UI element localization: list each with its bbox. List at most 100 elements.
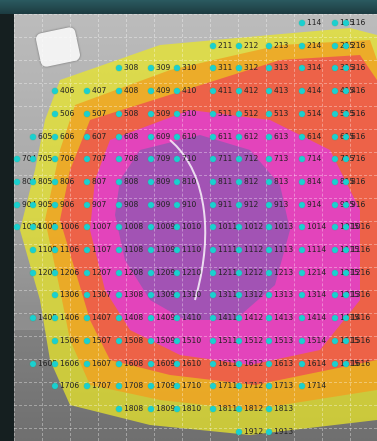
measurement-point[interactable]: 409 (148, 86, 170, 95)
measurement-point[interactable]: 516 (343, 109, 365, 118)
measurement-point[interactable]: 1608 (116, 359, 143, 368)
measurement-point[interactable]: 907 (84, 200, 106, 209)
measurement-point[interactable]: 310 (174, 63, 196, 72)
measurement-point[interactable]: 1711 (210, 381, 237, 390)
measurement-point[interactable]: 1509 (148, 336, 175, 345)
measurement-point[interactable]: 1014 (299, 222, 326, 231)
measurement-point[interactable]: 1409 (148, 313, 175, 322)
measurement-point[interactable]: 913 (266, 200, 288, 209)
measurement-point[interactable]: 1616 (343, 359, 370, 368)
measurement-point[interactable]: 1414 (299, 313, 326, 322)
measurement-point[interactable]: 410 (174, 86, 196, 95)
measurement-point[interactable]: 912 (236, 200, 258, 209)
measurement-point[interactable]: 510 (174, 109, 196, 118)
measurement-point[interactable]: 608 (116, 132, 138, 141)
measurement-point[interactable]: 910 (174, 200, 196, 209)
measurement-point[interactable]: 212 (236, 41, 258, 50)
measurement-point[interactable]: 1312 (236, 290, 263, 299)
measurement-point[interactable]: 605 (30, 132, 52, 141)
measurement-point[interactable]: 1012 (236, 222, 263, 231)
measurement-point[interactable]: 1809 (148, 404, 175, 413)
measurement-point[interactable]: 1813 (266, 404, 293, 413)
measurement-point[interactable]: 708 (116, 154, 138, 163)
measurement-point[interactable]: 1610 (174, 359, 201, 368)
measurement-point[interactable]: 909 (148, 200, 170, 209)
measurement-point[interactable]: 1310 (174, 290, 201, 299)
measurement-point[interactable]: 1115 (332, 245, 359, 254)
measurement-point[interactable]: 406 (52, 86, 74, 95)
measurement-point[interactable]: 1609 (148, 359, 175, 368)
measurement-point[interactable]: 1415 (332, 313, 359, 322)
measurement-point[interactable]: 1810 (174, 404, 201, 413)
measurement-point[interactable]: 1410 (174, 313, 201, 322)
measurement-point[interactable]: 1206 (52, 268, 79, 277)
measurement-point[interactable]: 1011 (210, 222, 237, 231)
measurement-point[interactable]: 1405 (30, 313, 57, 322)
measurement-point[interactable]: 1009 (148, 222, 175, 231)
measurement-point[interactable]: 616 (343, 132, 365, 141)
measurement-point[interactable]: 1615 (332, 359, 359, 368)
measurement-point[interactable]: 211 (210, 41, 232, 50)
measurement-point[interactable]: 1111 (210, 245, 237, 254)
measurement-point[interactable]: 1213 (266, 268, 293, 277)
measurement-point[interactable]: 1516 (343, 336, 370, 345)
measurement-point[interactable]: 1416 (343, 313, 370, 322)
measurement-point[interactable]: 309 (148, 63, 170, 72)
measurement-point[interactable]: 1512 (236, 336, 263, 345)
measurement-point[interactable]: 1308 (116, 290, 143, 299)
measurement-point[interactable]: 713 (266, 154, 288, 163)
measurement-point[interactable]: 1507 (84, 336, 111, 345)
measurement-point[interactable]: 1309 (148, 290, 175, 299)
measurement-point[interactable]: 412 (236, 86, 258, 95)
measurement-point[interactable]: 1808 (116, 404, 143, 413)
measurement-point[interactable]: 710 (174, 154, 196, 163)
measurement-point[interactable]: 811 (210, 177, 232, 186)
measurement-point[interactable]: 1315 (332, 290, 359, 299)
measurement-point[interactable]: 407 (84, 86, 106, 95)
measurement-point[interactable]: 1007 (84, 222, 111, 231)
measurement-point[interactable]: 1015 (332, 222, 359, 231)
measurement-point[interactable]: 1611 (210, 359, 237, 368)
measurement-point[interactable]: 513 (266, 109, 288, 118)
measurement-point[interactable]: 1511 (210, 336, 237, 345)
measurement-point[interactable]: 1913 (266, 427, 293, 436)
measurement-point[interactable]: 1214 (299, 268, 326, 277)
measurement-point[interactable]: 705 (30, 154, 52, 163)
measurement-point[interactable]: 308 (116, 63, 138, 72)
measurement-point[interactable]: 1912 (236, 427, 263, 436)
measurement-point[interactable]: 414 (299, 86, 321, 95)
measurement-point[interactable]: 1508 (116, 336, 143, 345)
measurement-point[interactable]: 706 (52, 154, 74, 163)
measurement-point[interactable]: 804 (14, 177, 36, 186)
measurement-point[interactable]: 1706 (52, 381, 79, 390)
measurement-point[interactable]: 1109 (148, 245, 175, 254)
measurement-point[interactable]: 1208 (116, 268, 143, 277)
measurement-point[interactable]: 1707 (84, 381, 111, 390)
measurement-point[interactable]: 1113 (266, 245, 293, 254)
measurement-point[interactable]: 610 (174, 132, 196, 141)
measurement-point[interactable]: 1215 (332, 268, 359, 277)
measurement-point[interactable]: 614 (299, 132, 321, 141)
measurement-point[interactable]: 1713 (266, 381, 293, 390)
measurement-point[interactable]: 606 (52, 132, 74, 141)
measurement-point[interactable]: 906 (52, 200, 74, 209)
measurement-point[interactable]: 1306 (52, 290, 79, 299)
measurement-point[interactable]: 904 (14, 200, 36, 209)
measurement-point[interactable]: 908 (116, 200, 138, 209)
measurement-point[interactable]: 1614 (299, 359, 326, 368)
measurement-point[interactable]: 1506 (52, 336, 79, 345)
measurement-point[interactable]: 1112 (236, 245, 263, 254)
measurement-point[interactable]: 1107 (84, 245, 111, 254)
measurement-point[interactable]: 316 (343, 63, 365, 72)
measurement-point[interactable]: 1016 (343, 222, 370, 231)
measurement-point[interactable]: 1812 (236, 404, 263, 413)
measurement-point[interactable]: 1714 (299, 381, 326, 390)
measurement-point[interactable]: 814 (299, 177, 321, 186)
measurement-point[interactable]: 812 (236, 177, 258, 186)
measurement-point[interactable]: 413 (266, 86, 288, 95)
measurement-point[interactable]: 1605 (30, 359, 57, 368)
measurement-point[interactable]: 1413 (266, 313, 293, 322)
measurement-point[interactable]: 1008 (116, 222, 143, 231)
measurement-point[interactable]: 311 (210, 63, 232, 72)
measurement-point[interactable]: 1216 (343, 268, 370, 277)
